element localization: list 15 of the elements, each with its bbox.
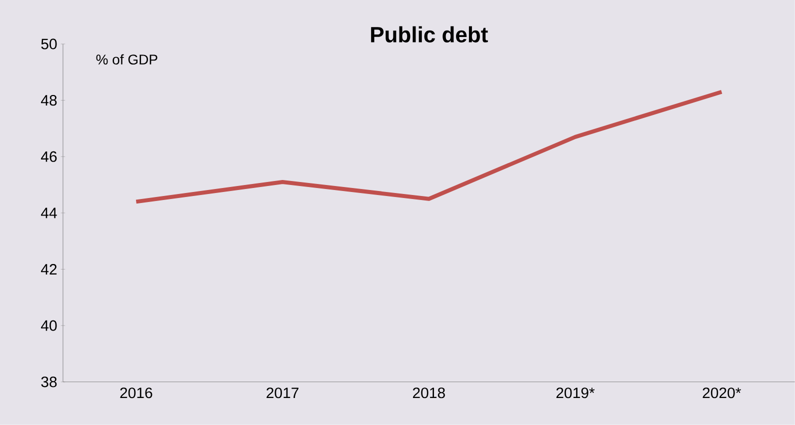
x-tick-label: 2019* — [556, 388, 595, 398]
x-tick-label: 2018 — [412, 388, 445, 398]
y-tick-label: 48 — [40, 95, 57, 106]
line-series — [134, 90, 724, 204]
y-tick-label: 46 — [40, 151, 57, 162]
y-tick-label: 44 — [40, 208, 57, 218]
y-tick-label: 42 — [40, 264, 57, 275]
x-tick-label: 2017 — [266, 388, 298, 398]
chart-title: Public debt — [371, 26, 488, 42]
annotation: % of GDP — [96, 54, 158, 65]
y-tick-label: 40 — [40, 320, 57, 331]
x-tick-label: 2020* — [702, 388, 741, 398]
y-tick-label: 50 — [41, 38, 57, 50]
y-tick-label: 38 — [41, 376, 57, 388]
x-tick-label: 2016 — [120, 388, 152, 398]
